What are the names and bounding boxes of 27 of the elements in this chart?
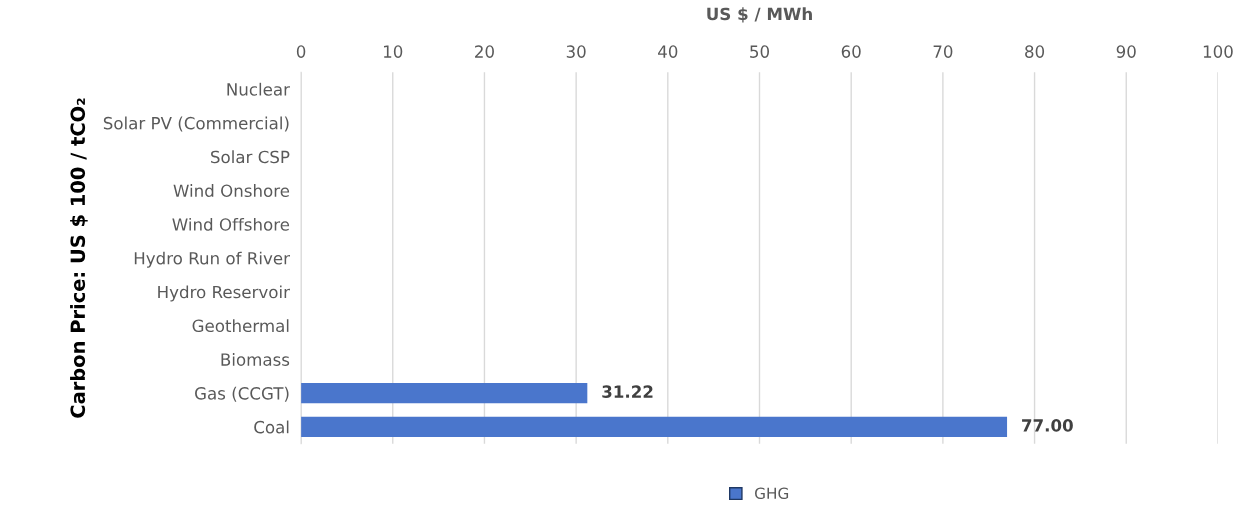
x-tick-label: 100 [1203, 45, 1233, 58]
y-tick-label: Biomass [221, 352, 290, 366]
y-tick-label: Solar CSP [211, 150, 290, 164]
data-label: 31.22 [602, 385, 653, 398]
legend-label: GHG [755, 487, 789, 500]
x-tick-label: 0 [296, 45, 306, 58]
data-label: 77.00 [1022, 419, 1073, 432]
x-tick-label: 60 [841, 45, 861, 58]
y-tick-label: Solar PV (Commercial) [103, 116, 289, 132]
x-tick-label: 20 [475, 45, 494, 58]
y-tick-label: Gas (CCGT) [195, 386, 289, 402]
y-tick-label: Wind Onshore [173, 184, 290, 198]
x-tick-label: 80 [1025, 45, 1045, 58]
y-tick-label: Geothermal [192, 319, 289, 333]
x-tick-label: 10 [383, 45, 403, 58]
y-tick-label: Hydro Run of River [134, 251, 290, 268]
y-axis-title: Carbon Price: US $ 100 / tCO₂ [70, 98, 88, 418]
x-tick-label: 90 [1116, 45, 1136, 58]
x-tick-label: 70 [933, 45, 953, 58]
x-tick-label: 50 [750, 45, 769, 58]
y-tick-label: Coal [254, 420, 289, 434]
y-tick-label: Nuclear [227, 82, 290, 96]
x-axis-title: US $ / MWh [707, 7, 812, 23]
x-tick-label: 30 [566, 45, 586, 58]
x-tick-label: 40 [658, 45, 678, 58]
y-tick-label: Wind Offshore [172, 217, 290, 231]
y-tick-label: Hydro Reservoir [158, 285, 290, 302]
